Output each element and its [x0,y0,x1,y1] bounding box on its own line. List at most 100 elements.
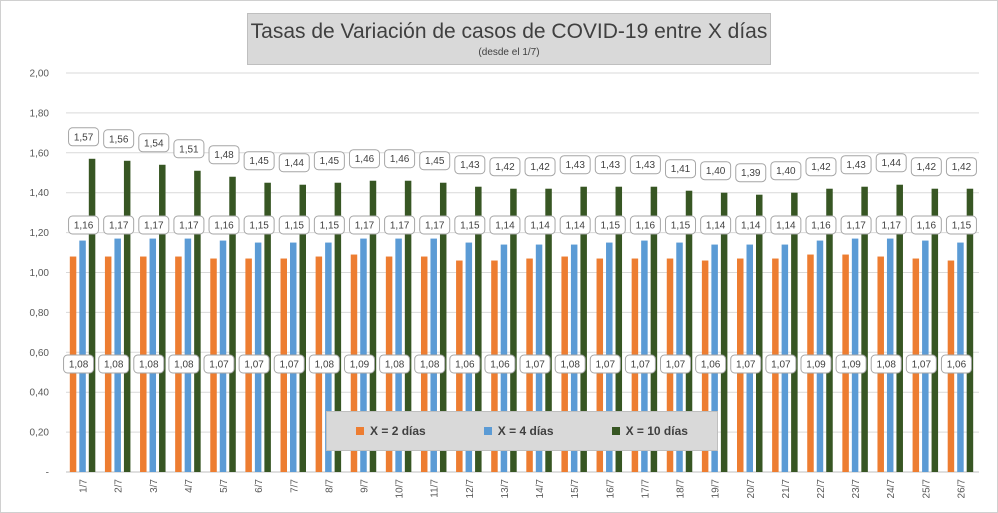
data-label: 1,17 [840,215,872,235]
data-label: 1,07 [905,354,937,374]
data-label: 1,15 [945,215,977,235]
data-label-text: 1,07 [209,360,229,371]
data-label-box [875,153,907,173]
bar-x10 [615,186,623,472]
data-label: 1,16 [208,215,240,235]
data-label-text: 1,45 [425,156,445,167]
data-label-box [68,127,100,147]
y-tick-label: 1,40 [30,188,50,199]
data-label: 1,14 [559,215,591,235]
data-label-box [278,215,310,235]
y-tick-label: 0,80 [30,308,50,319]
data-label: 1,14 [735,215,767,235]
data-label-text: 1,16 [917,221,937,232]
data-label-text: 1,17 [355,221,375,232]
data-label: 1,57 [68,127,100,147]
bar-x10 [720,192,728,472]
x-tick-label: 11/7 [430,479,441,498]
data-label-text: 1,08 [315,360,335,371]
data-label-text: 1,17 [144,221,164,232]
data-label-box [489,157,521,177]
data-label-box [805,215,837,235]
data-label-text: 1,08 [560,360,580,371]
chart-subtitle: (desde el 1/7) [478,47,540,58]
x-tick-label: 4/7 [184,479,195,493]
data-label-text: 1,08 [876,360,896,371]
data-label: 1,16 [68,215,100,235]
data-label-text: 1,43 [601,160,621,171]
data-label-box [665,215,697,235]
data-label: 1,43 [840,155,872,175]
bar-x10 [861,186,868,472]
data-label: 1,09 [343,354,375,374]
legend-swatch-x2 [356,427,365,435]
data-label-text: 1,07 [912,360,932,371]
data-label-box [68,215,100,235]
x-tick-label: 16/7 [605,479,616,499]
legend-label-x10: X = 10 días [625,424,688,438]
data-label-box [524,215,556,235]
bar-x10 [931,188,939,472]
bar-x10 [650,186,658,472]
data-label: 1,15 [243,215,275,235]
x-tick-label: 13/7 [500,479,511,499]
data-label-text: 1,07 [596,360,616,371]
data-label-text: 1,06 [490,360,510,371]
data-label-box [203,354,235,374]
data-label: 1,08 [308,354,340,374]
data-label-box [870,354,902,374]
data-label: 1,39 [735,163,767,183]
data-label-text: 1,08 [69,360,89,371]
y-tick-label: 0,60 [30,348,50,359]
data-label: 1,45 [243,151,275,171]
data-label-box [594,215,626,235]
bar-x10 [194,170,201,472]
data-label: 1,17 [384,215,416,235]
data-label: 1,43 [454,155,486,175]
data-label: 1,46 [384,149,416,169]
data-label-text: 1,16 [74,221,94,232]
bar-x10 [404,180,412,473]
data-label-box [238,354,270,374]
data-label-box [624,354,656,374]
data-label-text: 1,17 [846,221,866,232]
data-label-box [875,215,907,235]
data-label-box [629,215,661,235]
data-label: 1,07 [730,354,762,374]
data-label-text: 1,06 [455,360,475,371]
data-label: 1,17 [173,215,205,235]
data-label: 1,44 [875,153,907,173]
data-label-text: 1,43 [636,160,656,171]
data-label: 1,14 [770,215,802,235]
data-label-text: 1,43 [460,160,480,171]
bar-x10 [896,184,903,472]
data-label: 1,42 [489,157,521,177]
data-label-text: 1,16 [214,221,234,232]
legend-item-x10: X = 10 días [611,424,688,438]
data-label-text: 1,16 [811,221,831,232]
data-label-text: 1,07 [666,360,686,371]
data-label: 1,46 [348,149,380,169]
data-label: 1,17 [348,215,380,235]
data-label: 1,43 [594,155,626,175]
bar-x10 [826,188,833,472]
data-label-box [695,354,727,374]
data-label: 1,17 [138,215,170,235]
data-label: 1,07 [765,354,797,374]
data-label-box [313,215,345,235]
x-tick-label: 6/7 [254,479,265,493]
data-label: 1,17 [419,215,451,235]
data-label-box [103,129,135,149]
data-label-box [348,215,380,235]
x-tick-label: 21/7 [781,479,792,499]
data-label-box [454,155,486,175]
data-label-text: 1,16 [636,221,656,232]
data-label-text: 1,48 [214,150,234,161]
data-label-box [730,354,762,374]
data-label-text: 1,42 [811,162,831,173]
data-label-text: 1,57 [74,132,94,143]
data-label-text: 1,40 [776,166,796,177]
data-label-text: 1,15 [320,221,340,232]
data-label: 1,15 [454,215,486,235]
data-label-text: 1,54 [144,138,164,149]
